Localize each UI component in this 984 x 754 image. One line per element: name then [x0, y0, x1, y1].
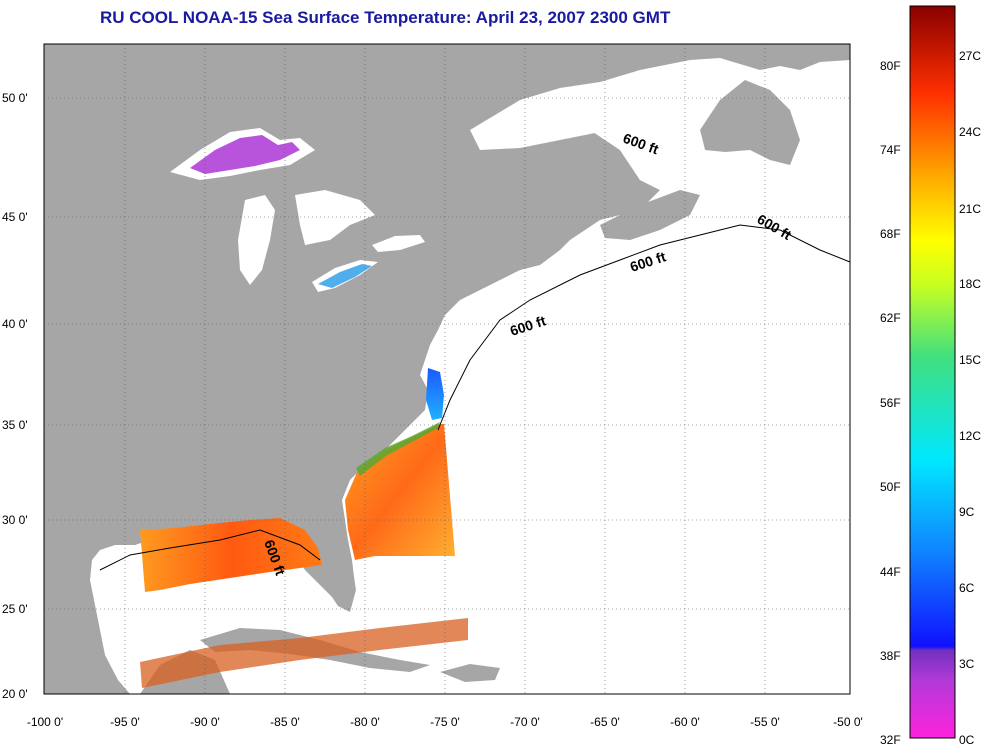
colorbar-c-label: 24C: [959, 125, 981, 139]
lat-label: 40 0': [2, 317, 28, 331]
colorbar-f-label: 32F: [880, 733, 901, 747]
lon-label: -55 0': [750, 715, 780, 729]
lat-label: 20 0': [2, 687, 28, 701]
colorbar-c-label: 0C: [959, 733, 975, 747]
lat-label: 30 0': [2, 513, 28, 527]
colorbar-gradient: [909, 5, 956, 739]
lat-axis: 50 0' 45 0' 40 0' 35 0' 30 0' 25 0' 20 0…: [2, 91, 28, 701]
colorbar-c-label: 15C: [959, 353, 981, 367]
lon-label: -60 0': [670, 715, 700, 729]
colorbar-c-label: 6C: [959, 581, 975, 595]
isobath-600ft-line: [99, 224, 851, 571]
colorbar-f-label: 80F: [880, 59, 901, 73]
lon-axis: -100 0' -95 0' -90 0' -85 0' -80 0' -75 …: [27, 715, 863, 729]
nova-scotia-land: [600, 190, 700, 240]
lon-label: -100 0': [27, 715, 63, 729]
colorbar-c-label: 27C: [959, 49, 981, 63]
newfoundland-land: [700, 80, 800, 165]
lake-huron: [295, 190, 375, 245]
colorbar-c-label: 9C: [959, 505, 975, 519]
lon-label: -95 0': [110, 715, 140, 729]
lake-ontario: [372, 235, 425, 252]
lon-label: -85 0': [270, 715, 300, 729]
sst-coastal-green: [356, 422, 440, 476]
colorbar: 80F 74F 68F 62F 56F 50F 44F 38F 32F 27C …: [880, 5, 981, 747]
lon-label: -70 0': [510, 715, 540, 729]
lon-label: -65 0': [590, 715, 620, 729]
colorbar-c-label: 18C: [959, 277, 981, 291]
colorbar-f-label: 74F: [880, 143, 901, 157]
hispaniola-land: [440, 664, 500, 682]
colorbar-f-label: 50F: [880, 480, 901, 494]
lake-michigan: [238, 195, 275, 285]
lat-label: 45 0': [2, 210, 28, 224]
sst-lake-superior: [190, 135, 300, 174]
lon-label: -90 0': [190, 715, 220, 729]
colorbar-f-label: 62F: [880, 311, 901, 325]
sst-caribbean-swath: [140, 618, 468, 688]
colorbar-f-label: 44F: [880, 565, 901, 579]
colorbar-f-label: 56F: [880, 396, 901, 410]
colorbar-f-label: 38F: [880, 649, 901, 663]
colorbar-c-label: 21C: [959, 202, 981, 216]
florida-land: [320, 545, 356, 612]
lon-label: -80 0': [350, 715, 380, 729]
lat-label: 35 0': [2, 418, 28, 432]
colorbar-f-label: 68F: [880, 227, 901, 241]
lon-label: -75 0': [430, 715, 460, 729]
lat-label: 25 0': [2, 602, 28, 616]
colorbar-c-label: 12C: [959, 429, 981, 443]
sst-mid-atlantic: [426, 368, 444, 420]
lat-label: 50 0': [2, 91, 28, 105]
map-grid: [44, 44, 850, 694]
map-frame: [43, 43, 851, 695]
colorbar-c-label: 3C: [959, 657, 975, 671]
sst-atlantic-swath: [345, 424, 455, 560]
sst-lake-erie: [318, 264, 372, 288]
lon-label: -50 0': [833, 715, 863, 729]
map-title: RU COOL NOAA-15 Sea Surface Temperature:…: [100, 8, 671, 27]
gulf-st-lawrence: [560, 95, 705, 190]
